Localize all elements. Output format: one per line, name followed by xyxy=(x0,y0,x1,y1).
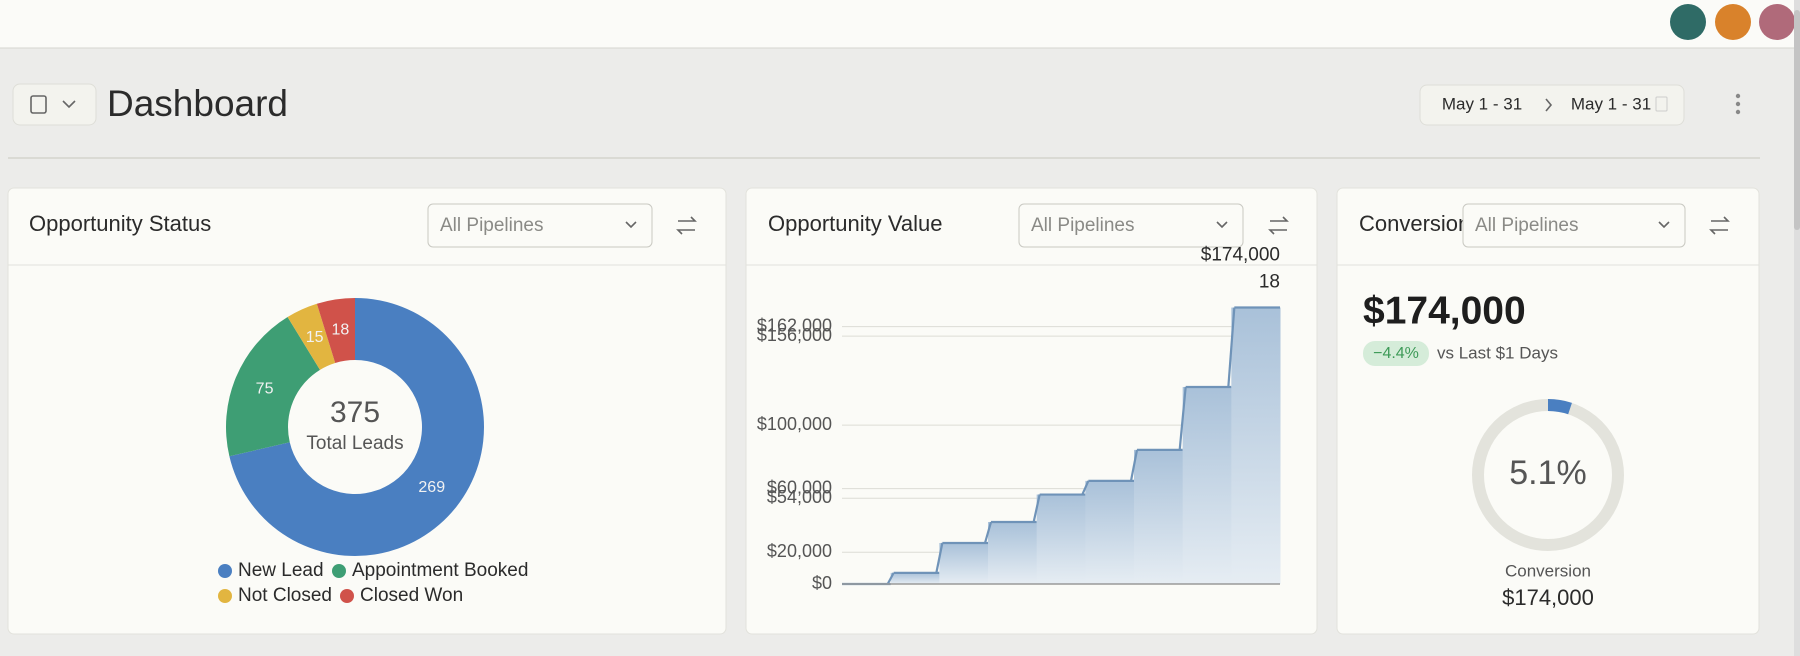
y-tick-label: $20,000 xyxy=(767,541,832,561)
pipeline-select[interactable] xyxy=(1018,203,1244,248)
notifications-button[interactable] xyxy=(1715,4,1751,40)
slice-label: 15 xyxy=(306,329,324,346)
select-text: All Pipelines xyxy=(440,215,544,236)
step-riser xyxy=(983,521,993,544)
gauge-label: Conversion xyxy=(1505,561,1591,580)
slice-label: 18 xyxy=(331,321,349,338)
scrollbar xyxy=(1794,0,1800,656)
gauge-arc xyxy=(1547,399,1572,415)
legend-swatch xyxy=(340,589,354,603)
area-step xyxy=(1085,480,1135,584)
legend-label: New Lead xyxy=(238,560,324,581)
page-title: Dashboard xyxy=(107,83,288,124)
y-tick-label: $162,000 xyxy=(757,315,832,335)
calendar-icon xyxy=(1655,96,1668,112)
card-title: Opportunity Status xyxy=(29,211,211,236)
step-riser xyxy=(1227,307,1236,388)
opportunity-status-card xyxy=(7,187,727,635)
menu-button[interactable] xyxy=(12,83,97,126)
y-tick-label: $0 xyxy=(812,573,832,593)
top-bar xyxy=(0,0,1800,48)
menu-icon xyxy=(30,95,47,114)
pipeline-select[interactable] xyxy=(1462,203,1686,248)
legend-label: Appointment Booked xyxy=(352,560,528,581)
comparison-text: vs Last $1 Days xyxy=(1437,343,1558,362)
select-chevron xyxy=(1658,221,1670,229)
slice-label: 75 xyxy=(256,380,274,397)
y-tick-label: $100,000 xyxy=(757,414,832,434)
date-arrow xyxy=(1545,98,1553,112)
donut-slice xyxy=(225,317,320,457)
card-title: Conversion xyxy=(1359,211,1470,236)
step-riser xyxy=(1032,494,1041,523)
area-step xyxy=(1182,386,1232,584)
area-step xyxy=(1036,494,1086,584)
y-tick-label: $54,000 xyxy=(767,487,832,507)
swap-button[interactable] xyxy=(1268,216,1289,235)
area-step xyxy=(890,572,940,584)
end-count: 18 xyxy=(1259,272,1280,293)
center-label: Total Leads xyxy=(306,433,403,454)
change-value: −4.4% xyxy=(1373,345,1419,362)
step-riser xyxy=(1081,480,1090,495)
legend-swatch xyxy=(218,564,232,578)
date-range: May 1 - 31 xyxy=(1442,94,1522,113)
area-step xyxy=(1231,307,1281,584)
slice-label: 269 xyxy=(418,479,445,496)
legend-swatch xyxy=(218,589,232,603)
area-step xyxy=(1134,449,1184,584)
change-badge xyxy=(1363,341,1429,366)
legend-swatch xyxy=(332,564,346,578)
more-menu[interactable] xyxy=(1735,93,1741,115)
donut-slice xyxy=(316,298,355,363)
select-text: All Pipelines xyxy=(1475,215,1579,236)
select-chevron xyxy=(1216,221,1228,229)
y-tick-label: $60,000 xyxy=(767,477,832,497)
profile-button[interactable] xyxy=(1759,4,1795,40)
select-text: All Pipelines xyxy=(1031,215,1135,236)
chevron-icon xyxy=(62,100,76,109)
legend-label: Not Closed xyxy=(238,585,332,606)
gauge-value: 5.1% xyxy=(1509,454,1587,492)
step-riser xyxy=(886,572,895,585)
step-riser xyxy=(1129,449,1139,482)
donut-slice xyxy=(287,303,336,370)
area-step xyxy=(988,522,1038,584)
center-value: 375 xyxy=(330,396,380,429)
step-riser xyxy=(935,542,944,574)
legend-label: Closed Won xyxy=(360,585,463,606)
pipeline-select[interactable] xyxy=(427,203,653,248)
swap-button[interactable] xyxy=(1709,216,1730,235)
conversion-total: $174,000 xyxy=(1363,289,1526,332)
area-step xyxy=(939,543,989,584)
card-title: Opportunity Value xyxy=(768,211,942,236)
scrollbar-thumb[interactable] xyxy=(1794,10,1800,230)
value-label: $174,000 xyxy=(1201,245,1280,266)
compare-range: May 1 - 31 xyxy=(1571,94,1651,113)
y-tick-label: $156,000 xyxy=(757,325,832,345)
select-chevron xyxy=(625,221,637,229)
phone-button[interactable] xyxy=(1670,4,1706,40)
gauge-total: $174,000 xyxy=(1502,585,1594,610)
step-riser xyxy=(1178,386,1187,451)
swap-button[interactable] xyxy=(676,216,697,235)
donut-slice xyxy=(229,298,484,556)
